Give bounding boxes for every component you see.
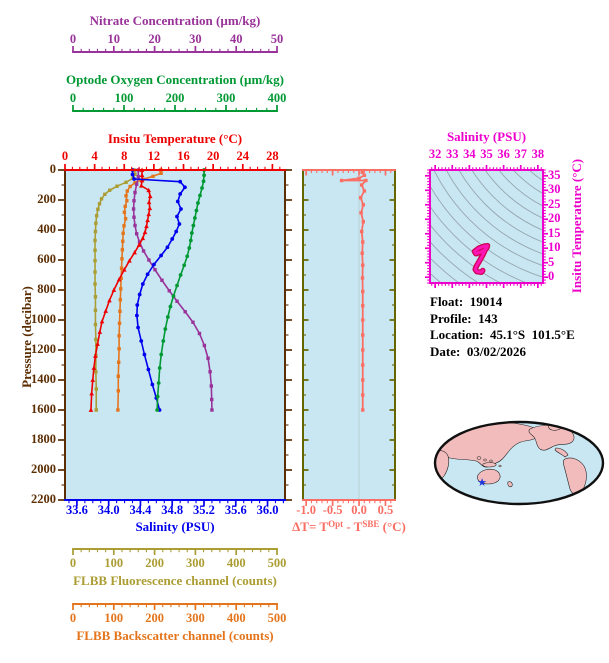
tick-label: 33 <box>446 147 459 161</box>
series-salinity <box>130 168 187 412</box>
pressure-tick-label: 1000 <box>31 312 56 326</box>
tick-label: 300 <box>216 91 236 105</box>
tick-label: 500 <box>267 611 287 625</box>
tick-label: 4 <box>91 149 98 163</box>
tick-label: 50 <box>270 32 284 46</box>
tick-label: 0 <box>69 91 77 105</box>
tick-label: 20 <box>206 149 220 163</box>
backscatter-axis-title: FLBB Backscatter channel (counts) <box>76 628 274 643</box>
pressure-tick-label: 2000 <box>31 462 56 476</box>
ts-temp-tick-label: 20 <box>548 211 561 226</box>
tick-label: 34.4 <box>129 503 152 517</box>
profile-date: Date: 03/02/2026 <box>430 343 527 359</box>
pressure-tick-label: 1600 <box>31 402 56 416</box>
tick-label: 400 <box>267 91 287 105</box>
main-profile-plot <box>65 167 285 500</box>
oxygen-axis-title: Optode Oxygen Concentration (µm/kg) <box>65 72 284 87</box>
tick-label: 100 <box>114 91 134 105</box>
pressure-tick-label: 0 <box>49 162 56 176</box>
ts-temp-tick-label: 0 <box>548 269 555 284</box>
salinity-axis-title: Salinity (PSU) <box>135 519 215 534</box>
tick-label: 32 <box>428 147 442 161</box>
tick-label: 10 <box>107 32 121 46</box>
series-delta-t <box>339 170 368 412</box>
ts-profile-curve <box>471 242 491 276</box>
ts-temp-tick-label: 5 <box>548 254 555 269</box>
tick-label: 100 <box>104 611 124 625</box>
pressure-tick-label: 2200 <box>31 492 56 506</box>
tick-label: 300 <box>186 556 205 570</box>
tick-label: 34.0 <box>97 503 120 517</box>
ts-temp-tick-label: 35 <box>548 167 561 182</box>
fluorescence-axis-title: FLBB Fluorescence channel (counts) <box>73 573 277 588</box>
nitrate-axis-title: Nitrate Concentration (µm/kg) <box>89 13 261 28</box>
pressure-tick-label: 1400 <box>31 372 56 386</box>
ts-diagram <box>430 170 543 283</box>
tick-label: 0.0 <box>351 503 367 517</box>
tick-label: 200 <box>165 91 185 105</box>
ts-temp-tick-label: 10 <box>548 240 561 255</box>
tick-label: 24 <box>236 149 250 163</box>
tick-label: 34.8 <box>161 503 184 517</box>
tick-label: 400 <box>226 611 246 625</box>
pressure-tick-label: 200 <box>37 192 56 206</box>
ts-temp-tick-label: 25 <box>548 196 561 211</box>
tick-label: 200 <box>145 611 164 625</box>
world-map: ★ <box>433 420 605 506</box>
ts-salinity-axis-title: Salinity (PSU) <box>446 129 527 144</box>
tick-label: 0.5 <box>377 503 394 517</box>
delta-t-plot <box>303 170 395 500</box>
tick-label: 12 <box>147 149 161 163</box>
tick-label: 300 <box>186 611 205 625</box>
tick-label: 0 <box>61 149 69 163</box>
pressure-tick-label: 400 <box>37 222 56 236</box>
tick-label: 8 <box>121 149 128 163</box>
float-location: Location: 45.1°S 101.5°E <box>430 327 575 342</box>
pressure-tick-label: 600 <box>37 252 56 266</box>
tick-label: 28 <box>266 149 279 163</box>
tick-label: 100 <box>104 556 124 570</box>
profile-number: Profile: 143 <box>430 310 498 326</box>
tick-label: 16 <box>177 149 190 163</box>
tick-label: 33.6 <box>65 503 88 517</box>
pressure-tick-label: 1200 <box>31 342 56 356</box>
tick-label: 0 <box>69 611 77 625</box>
tick-label: 35 <box>480 147 493 161</box>
pressure-tick-label: 1800 <box>31 432 56 446</box>
tick-label: 37 <box>514 147 527 161</box>
ts-temp-tick-label: 15 <box>548 225 561 240</box>
tick-label: 0 <box>69 556 77 570</box>
tick-label: 0 <box>69 32 77 46</box>
tick-label: 35.2 <box>193 503 215 517</box>
tick-label: -0.5 <box>322 503 343 517</box>
tick-label: 200 <box>145 556 164 570</box>
tick-label: 40 <box>229 32 243 46</box>
temperature-axis-title: Insitu Temperature (°C) <box>107 131 243 146</box>
float-info-block: Float: 19014 Profile: 143 Location: 45.1… <box>430 294 575 360</box>
tick-label: 500 <box>267 556 287 570</box>
series-temperature <box>88 167 153 412</box>
tick-label: 20 <box>148 32 161 46</box>
tick-label: 34 <box>463 147 476 161</box>
tick-label: 38 <box>531 147 545 161</box>
tick-label: 36.0 <box>256 503 279 517</box>
series-nitrate <box>131 168 214 412</box>
tick-label: 35.6 <box>224 503 247 517</box>
ts-temp-tick-label: 30 <box>548 182 561 197</box>
pressure-tick-label: 800 <box>37 282 56 296</box>
float-id: Float: 19014 <box>430 294 503 309</box>
float-location-star: ★ <box>477 477 487 489</box>
tick-label: -1.0 <box>296 503 317 517</box>
delta-t-axis-title: ΔT= TOpt - TSBE (°C) <box>292 519 406 534</box>
tick-label: 30 <box>189 32 202 46</box>
tick-label: 400 <box>226 556 246 570</box>
tick-label: 36 <box>497 147 510 161</box>
